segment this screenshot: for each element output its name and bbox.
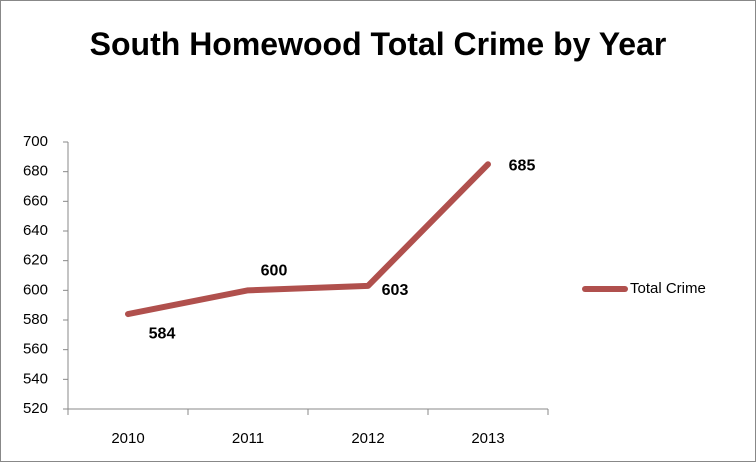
y-tick-label: 580 <box>23 311 48 328</box>
chart-title: South Homewood Total Crime by Year <box>89 26 667 62</box>
x-tick-label: 2011 <box>232 430 264 447</box>
y-tick-label: 520 <box>23 400 48 417</box>
data-label: 584 <box>149 325 176 342</box>
data-label: 685 <box>509 157 536 174</box>
x-tick-label: 2010 <box>111 430 144 447</box>
y-tick-label: 700 <box>23 133 48 150</box>
y-tick-label: 640 <box>23 222 48 239</box>
data-label: 600 <box>261 263 288 280</box>
data-line <box>125 161 491 318</box>
data-label: 603 <box>382 282 409 299</box>
y-tick-label: 680 <box>23 163 48 180</box>
y-tick-label: 540 <box>23 370 48 387</box>
y-tick-label: 660 <box>23 192 48 209</box>
x-tick-label: 2013 <box>471 430 504 447</box>
y-tick-label: 560 <box>23 341 48 358</box>
y-tick-label: 620 <box>23 252 48 269</box>
x-tick-label: 2012 <box>351 430 384 447</box>
legend-label: Total Crime <box>630 280 706 297</box>
y-tick-label: 600 <box>23 281 48 298</box>
